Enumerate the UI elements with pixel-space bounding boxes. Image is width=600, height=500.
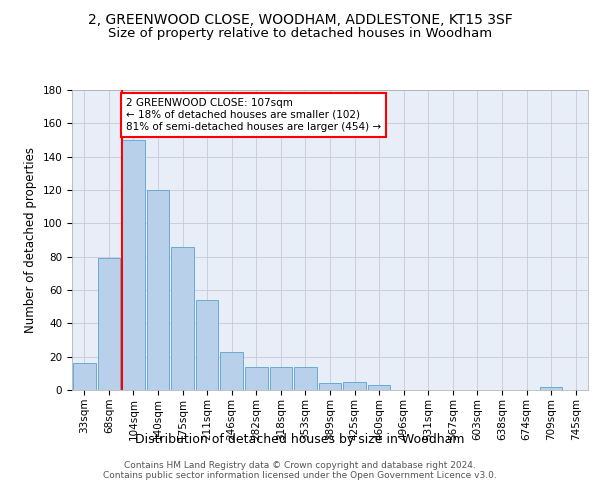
Text: 2 GREENWOOD CLOSE: 107sqm
← 18% of detached houses are smaller (102)
81% of semi: 2 GREENWOOD CLOSE: 107sqm ← 18% of detac… xyxy=(126,98,381,132)
Y-axis label: Number of detached properties: Number of detached properties xyxy=(24,147,37,333)
Bar xyxy=(540,386,562,390)
Bar xyxy=(368,385,391,390)
Bar xyxy=(73,364,95,390)
Text: Size of property relative to detached houses in Woodham: Size of property relative to detached ho… xyxy=(108,28,492,40)
Bar xyxy=(122,140,145,390)
Bar xyxy=(146,190,169,390)
Text: 2, GREENWOOD CLOSE, WOODHAM, ADDLESTONE, KT15 3SF: 2, GREENWOOD CLOSE, WOODHAM, ADDLESTONE,… xyxy=(88,12,512,26)
Text: Contains HM Land Registry data © Crown copyright and database right 2024.
Contai: Contains HM Land Registry data © Crown c… xyxy=(103,460,497,480)
Bar xyxy=(269,366,292,390)
Bar xyxy=(319,384,341,390)
Bar xyxy=(171,246,194,390)
Bar xyxy=(98,258,120,390)
Bar xyxy=(220,352,243,390)
Bar xyxy=(343,382,366,390)
Text: Distribution of detached houses by size in Woodham: Distribution of detached houses by size … xyxy=(135,432,465,446)
Bar xyxy=(294,366,317,390)
Bar xyxy=(245,366,268,390)
Bar xyxy=(196,300,218,390)
